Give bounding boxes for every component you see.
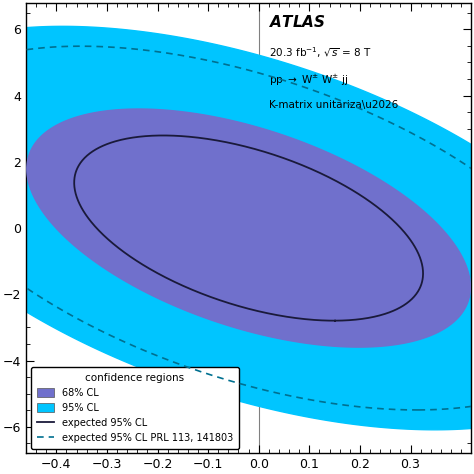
Legend: 68% CL, 95% CL, expected 95% CL, expected 95% CL PRL 113, 141803: 68% CL, 95% CL, expected 95% CL, expecte… (31, 367, 239, 448)
Text: K-matrix unitariza\u2026: K-matrix unitariza\u2026 (269, 100, 398, 109)
Text: pp $\rightarrow$ W$^{\pm}$ W$^{\pm}$ jj: pp $\rightarrow$ W$^{\pm}$ W$^{\pm}$ jj (269, 73, 348, 88)
Text: $\bfit{ATLAS}$: $\bfit{ATLAS}$ (269, 14, 326, 30)
Polygon shape (27, 109, 470, 347)
Polygon shape (0, 27, 474, 430)
Text: 20.3 fb$^{-1}$, $\sqrt{s}$ = 8 T: 20.3 fb$^{-1}$, $\sqrt{s}$ = 8 T (269, 46, 371, 60)
